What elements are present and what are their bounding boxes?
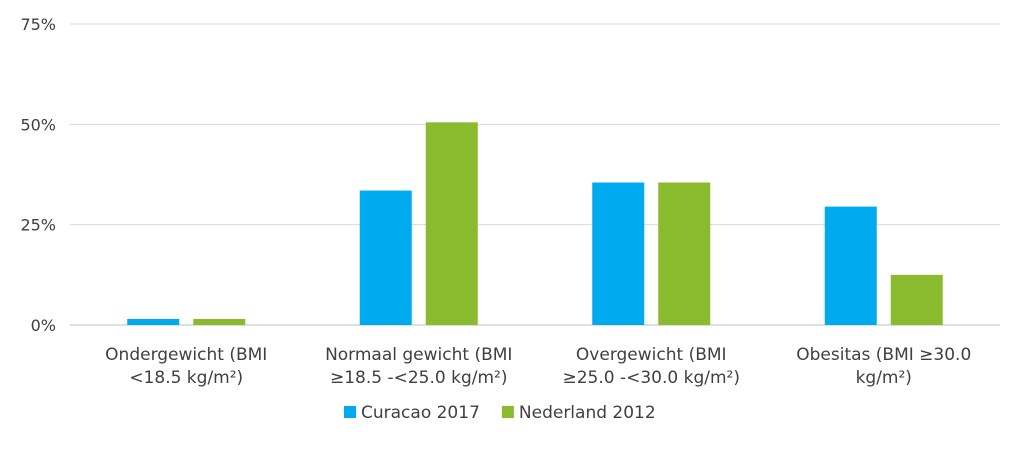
y-tick-label: 50% (20, 115, 56, 134)
legend-label: Curacao 2017 (361, 403, 480, 423)
y-tick-label: 25% (20, 216, 56, 235)
bar-curacao-2017 (359, 190, 412, 325)
legend-label: Nederland 2012 (519, 403, 656, 423)
legend-swatch (501, 406, 514, 418)
bar-nederland-2012 (193, 318, 246, 325)
x-category-label: kg/m²) (856, 368, 912, 388)
x-category-label: Normaal gewicht (BMI (325, 345, 512, 365)
x-axis: Ondergewicht (BMI <18.5 kg/m²) Normaal gew… (105, 345, 971, 388)
y-axis: 0% 25% 50% 75% (20, 15, 56, 335)
x-category-label: ≥18.5 -<25.0 kg/m²) (330, 368, 508, 388)
legend: Curacao 2017 Nederland 2012 (344, 403, 656, 423)
bar-curacao-2017 (592, 182, 645, 325)
bar-nederland-2012 (425, 122, 478, 326)
bar-curacao-2017 (127, 318, 180, 325)
bar-nederland-2012 (658, 182, 711, 325)
x-category-label: Overgewicht (BMI (576, 345, 727, 365)
y-tick-label: 0% (31, 316, 56, 335)
legend-swatch (344, 406, 356, 418)
bar-curacao-2017 (824, 206, 877, 325)
y-tick-label: 75% (20, 15, 56, 34)
x-category-label: ≥25.0 -<30.0 kg/m²) (562, 368, 740, 388)
x-category-label: Obesitas (BMI ≥30.0 (796, 345, 971, 365)
x-category-label: Ondergewicht (BMI (105, 345, 267, 365)
x-category-label: <18.5 kg/m²) (129, 368, 243, 388)
bars (127, 122, 943, 326)
bar-nederland-2012 (890, 274, 943, 325)
